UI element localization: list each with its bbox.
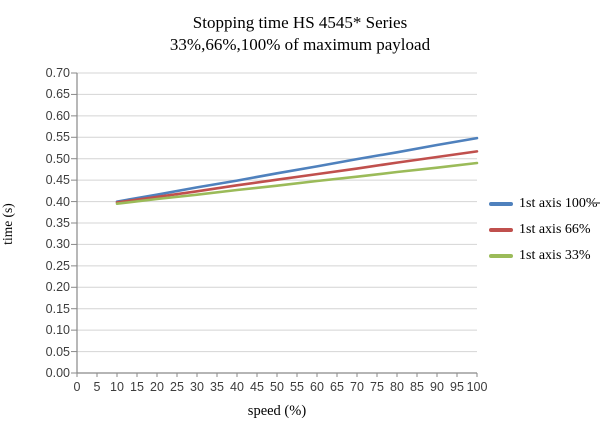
x-tick-label: 10	[110, 380, 124, 394]
x-tick-label: 20	[150, 380, 164, 394]
legend-line-swatch	[489, 202, 513, 206]
y-tick-label: 0.60	[45, 108, 70, 123]
chart-title-line1: Stopping time HS 4545* Series	[192, 13, 408, 32]
legend-label: 1st axis 100%	[519, 196, 598, 211]
series-line	[115, 136, 479, 203]
x-tick-label: 90	[430, 380, 444, 394]
x-tick-label: 45	[250, 380, 264, 394]
legend-label: 1st axis 33%	[519, 248, 591, 263]
x-axis-title: speed (%)	[247, 403, 307, 419]
y-tick-label: 0.15	[45, 301, 70, 316]
series-line	[115, 161, 479, 205]
y-tick-label: 0.35	[45, 216, 70, 230]
legend: 1st axis 100% 1st axis 66% 1st axis 33%	[489, 196, 598, 274]
y-tick-label: 0.55	[45, 130, 70, 145]
y-tick-label: 0.65	[45, 87, 70, 102]
legend-callout-dash	[589, 202, 600, 204]
x-tick-label: 80	[390, 380, 404, 394]
y-axis-title: time (s)	[0, 203, 15, 245]
x-tick-label: 100	[466, 380, 488, 394]
y-tick-label: 0.70	[45, 66, 70, 80]
x-tick-label: 60	[310, 380, 324, 394]
y-tick-label: 0.40	[45, 194, 70, 209]
x-tick-label: 25	[170, 380, 184, 394]
y-tick-label: 0.50	[45, 151, 70, 166]
y-tick-label: 0.00	[45, 366, 70, 380]
x-tick-label: 55	[290, 380, 304, 394]
x-tick-label: 40	[230, 380, 244, 394]
chart-title: Stopping time HS 4545* Series 33%,66%,10…	[0, 12, 600, 56]
legend-item: 1st axis 33%	[489, 248, 598, 264]
x-tick-label: 75	[370, 380, 384, 394]
legend-label: 1st axis 66%	[519, 222, 591, 237]
x-tick-label: 65	[330, 380, 344, 394]
x-tick-label: 30	[190, 380, 204, 394]
x-tick-label: 85	[410, 380, 424, 394]
legend-line-swatch	[489, 228, 513, 232]
y-tick-label: 0.05	[45, 344, 70, 359]
x-tick-label: 0	[73, 380, 81, 394]
y-tick-label: 0.25	[45, 258, 70, 273]
y-tick-label: 0.10	[45, 323, 70, 338]
x-tick-label: 5	[93, 380, 101, 394]
x-tick-label: 35	[210, 380, 224, 394]
legend-item: 1st axis 66%	[489, 222, 598, 238]
series-line	[115, 150, 479, 204]
x-tick-label: 95	[450, 380, 464, 394]
y-tick-label: 0.45	[45, 173, 70, 188]
x-tick-label: 15	[130, 380, 144, 394]
y-tick-label: 0.30	[45, 237, 70, 252]
legend-item: 1st axis 100%	[489, 196, 598, 212]
legend-line-swatch	[489, 254, 513, 258]
chart-title-line2: 33%,66%,100% of maximum payload	[169, 35, 431, 54]
y-tick-label: 0.20	[45, 280, 70, 295]
x-tick-label: 50	[270, 380, 284, 394]
x-tick-label: 70	[350, 380, 364, 394]
